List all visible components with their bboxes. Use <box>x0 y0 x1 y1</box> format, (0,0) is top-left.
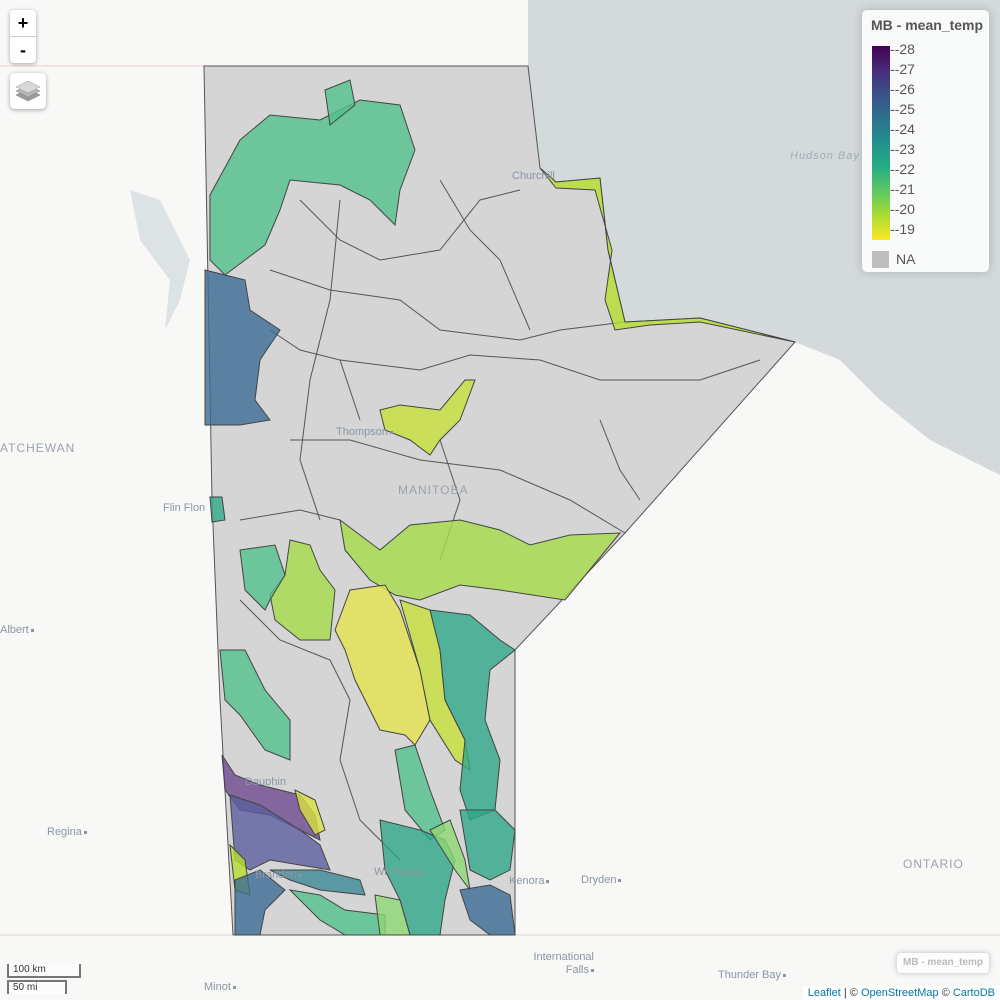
scale-km: 100 km <box>7 964 81 978</box>
label-international-falls: International Falls <box>526 951 594 977</box>
label-ontario: ONTARIO <box>903 857 964 871</box>
zoom-in-button[interactable]: + <box>10 10 36 37</box>
legend-colorbar <box>872 46 890 240</box>
legend-title: MB - mean_temp <box>871 17 984 33</box>
scale-mi: 50 mi <box>7 980 67 994</box>
label-brandon: Brandon <box>255 869 302 881</box>
leaflet-link[interactable]: Leaflet <box>807 987 841 999</box>
region <box>239 544 286 611</box>
temperature-regions <box>204 79 796 936</box>
label-regina: Regina <box>47 826 87 838</box>
label-prince-albert: Albert <box>0 624 34 636</box>
label-dauphin: Dauphin <box>245 776 286 788</box>
region <box>374 894 411 936</box>
legend-tick: --27 <box>890 61 915 77</box>
lake-water <box>130 190 190 330</box>
carto-link[interactable]: CartoDB <box>952 987 995 999</box>
region <box>219 649 291 761</box>
label-winnipeg: Winnipeg <box>374 866 425 878</box>
legend-na-label: NA <box>896 251 916 267</box>
legend-tick: --24 <box>890 121 915 137</box>
zoom-out-button[interactable]: - <box>20 40 26 60</box>
region <box>429 609 516 821</box>
legend-tick: --23 <box>890 141 915 157</box>
region <box>294 789 326 836</box>
region <box>334 584 431 746</box>
label-flin-flon: Flin Flon <box>163 502 206 514</box>
label-saskatchewan: ATCHEWAN <box>0 441 76 455</box>
label-thompson: Thompson <box>336 426 393 438</box>
region <box>204 269 281 426</box>
legend-tick: --22 <box>890 161 915 177</box>
region <box>324 79 356 126</box>
region <box>209 496 226 523</box>
label-dryden: Dryden <box>581 874 621 886</box>
region <box>379 379 476 456</box>
zoom-control: + - <box>10 10 36 63</box>
label-churchill: Churchill <box>512 170 555 182</box>
legend: MB - mean_temp --28 --27 --26 --25 --24 --23 -… <box>862 10 989 272</box>
region <box>459 884 516 936</box>
layers-icon <box>15 80 41 102</box>
osm-link[interactable]: OpenStreetMap <box>860 987 939 999</box>
region <box>539 167 796 343</box>
region <box>459 809 516 881</box>
layer-control-label[interactable]: MB - mean_temp <box>897 953 989 973</box>
legend-tick: --21 <box>890 181 915 197</box>
legend-tick: --20 <box>890 201 915 217</box>
label-kenora: Kenora <box>509 875 549 887</box>
label-manitoba: MANITOBA <box>398 483 469 497</box>
label-hudson-bay: Hudson Bay <box>790 150 860 162</box>
layers-button[interactable] <box>10 73 46 109</box>
region-boundaries <box>239 179 761 861</box>
legend-tick: --19 <box>890 221 915 237</box>
label-thunder-bay: Thunder Bay <box>718 969 786 981</box>
region <box>429 819 471 891</box>
legend-na-swatch <box>872 251 889 268</box>
label-minot: Minot <box>204 981 236 993</box>
region <box>209 99 416 276</box>
attribution-sep: © <box>938 987 953 999</box>
legend-tick: --28 <box>890 41 915 57</box>
attribution-sep: | © <box>840 987 861 999</box>
legend-tick: --25 <box>890 101 915 117</box>
attribution: Leaflet | © OpenStreetMap © CartoDB <box>802 986 1000 1000</box>
legend-tick: --26 <box>890 81 915 97</box>
